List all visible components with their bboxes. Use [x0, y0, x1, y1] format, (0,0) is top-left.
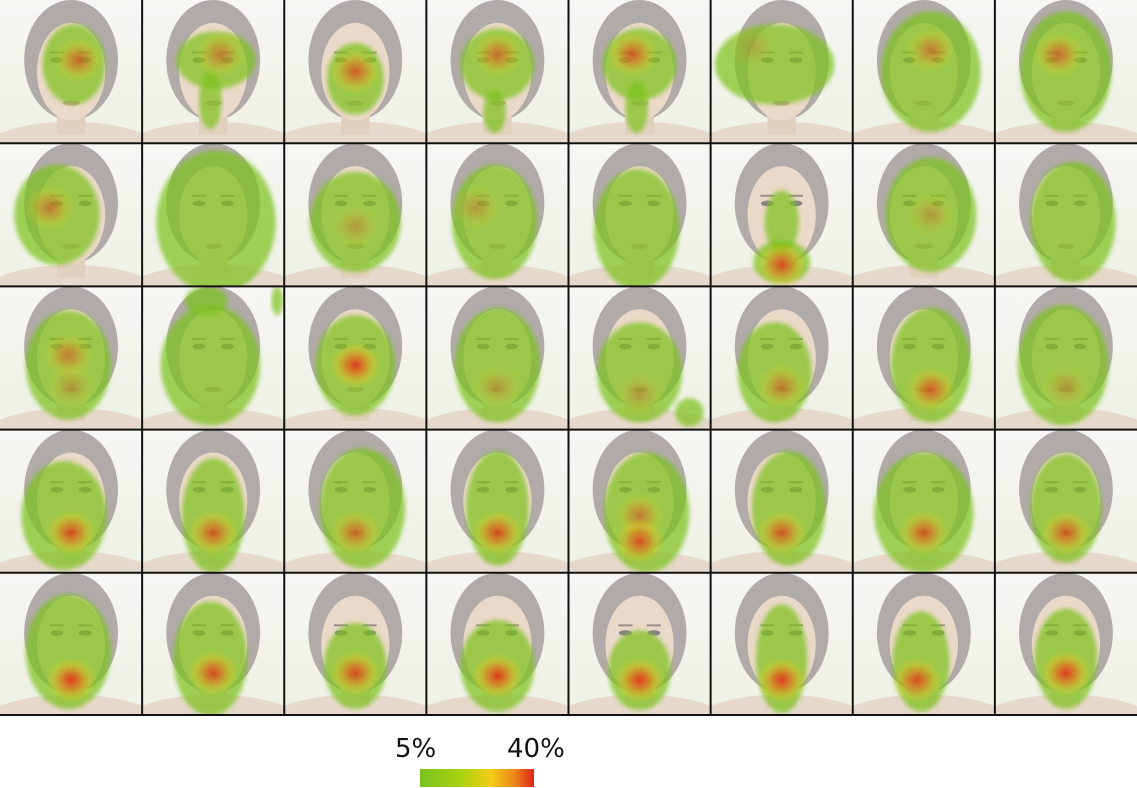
attention-region — [1030, 161, 1116, 283]
fixation-hotspot — [905, 366, 957, 413]
face-cell — [284, 429, 427, 573]
fixation-hotspot — [471, 509, 524, 556]
left-brow — [333, 624, 349, 627]
face-cell — [284, 286, 427, 430]
face-cell — [426, 429, 569, 573]
face-cell — [852, 572, 995, 716]
fixation-hotspot — [756, 509, 808, 556]
fixation-hotspot — [613, 657, 666, 704]
fixation-hotspot — [1040, 509, 1092, 556]
attention-region — [594, 168, 680, 287]
face-cell — [426, 0, 569, 144]
face-cell — [852, 0, 995, 144]
fixation-hotspot — [187, 509, 239, 556]
right-brow — [788, 194, 804, 197]
face-cell — [852, 286, 995, 430]
attention-region — [764, 190, 799, 254]
face-cell — [142, 429, 285, 573]
fixation-hotspot — [898, 509, 950, 556]
fixation-hotspot — [727, 24, 779, 71]
attention-region — [675, 398, 704, 427]
face-cell — [852, 429, 995, 573]
fixation-hotspot — [329, 342, 381, 389]
face-cell — [710, 286, 853, 430]
face-cell — [284, 0, 427, 144]
fixation-hotspot — [891, 657, 943, 704]
fixation-hotspot — [1033, 31, 1085, 78]
fixation-hotspot — [606, 31, 659, 78]
fixation-hotspot — [329, 509, 381, 556]
left-brow — [760, 194, 775, 197]
attention-region — [156, 150, 276, 287]
face-cell — [0, 0, 143, 144]
fixation-hotspot — [329, 650, 381, 697]
fixation-hotspot — [905, 191, 957, 238]
attention-region — [625, 81, 649, 134]
face-cell — [142, 143, 285, 287]
fixation-hotspot — [613, 370, 666, 417]
face-cell — [568, 143, 711, 287]
right-brow — [362, 624, 377, 627]
left-brow — [618, 624, 633, 627]
face-cell — [568, 429, 711, 573]
heatmap-face-grid — [0, 0, 1137, 716]
attention-region — [198, 71, 222, 129]
fixation-hotspot — [24, 184, 76, 231]
fixation-hotspot — [1040, 650, 1092, 697]
fixation-hotspot — [45, 363, 97, 410]
face-cell — [994, 143, 1137, 287]
fixation-hotspot — [45, 509, 97, 556]
face-cell — [994, 0, 1137, 144]
fixation-hotspot — [756, 657, 808, 704]
face-cell — [142, 286, 285, 430]
fixation-hotspot — [52, 37, 104, 84]
face-cell — [710, 572, 853, 716]
face-cell — [284, 143, 427, 287]
attention-region — [271, 286, 283, 316]
fixation-hotspot — [471, 31, 524, 78]
color-scale-legend: 5% 40% — [395, 734, 565, 788]
face-cell — [0, 143, 143, 287]
face-cell — [710, 429, 853, 573]
face-grid-svg — [0, 0, 1137, 716]
face-cell — [710, 0, 853, 144]
fixation-hotspot — [329, 203, 381, 250]
face-cell — [142, 0, 285, 144]
face-cell — [710, 143, 853, 287]
fixation-hotspot — [756, 241, 808, 287]
face-cell — [0, 286, 143, 430]
legend-gradient-bar — [420, 769, 534, 787]
fixation-hotspot — [450, 184, 502, 231]
fixation-hotspot — [1040, 363, 1092, 410]
face-cell — [426, 572, 569, 716]
right-brow — [646, 624, 661, 627]
legend-low-label: 5% — [395, 734, 437, 764]
face-cell — [142, 572, 285, 716]
fixation-hotspot — [194, 31, 246, 78]
fixation-hotspot — [471, 363, 524, 410]
face-cell — [568, 0, 711, 144]
face-cell — [0, 429, 143, 573]
attention-region — [160, 305, 261, 426]
fixation-hotspot — [471, 652, 524, 699]
fixation-hotspot — [756, 363, 808, 410]
fixation-hotspot — [45, 657, 97, 704]
fixation-hotspot — [613, 518, 666, 565]
face-cell — [994, 572, 1137, 716]
face-cell — [426, 143, 569, 287]
fixation-hotspot — [187, 650, 239, 697]
face-cell — [994, 286, 1137, 430]
face-cell — [852, 143, 995, 287]
fixation-hotspot — [329, 48, 381, 95]
face-cell — [568, 286, 711, 430]
attention-region — [184, 286, 228, 316]
legend-high-label: 40% — [507, 734, 565, 764]
attention-region — [483, 90, 506, 134]
fixation-hotspot — [905, 27, 957, 74]
face-cell — [568, 572, 711, 716]
face-cell — [426, 286, 569, 430]
face-cell — [0, 572, 143, 716]
face-cell — [284, 572, 427, 716]
face-cell — [994, 429, 1137, 573]
